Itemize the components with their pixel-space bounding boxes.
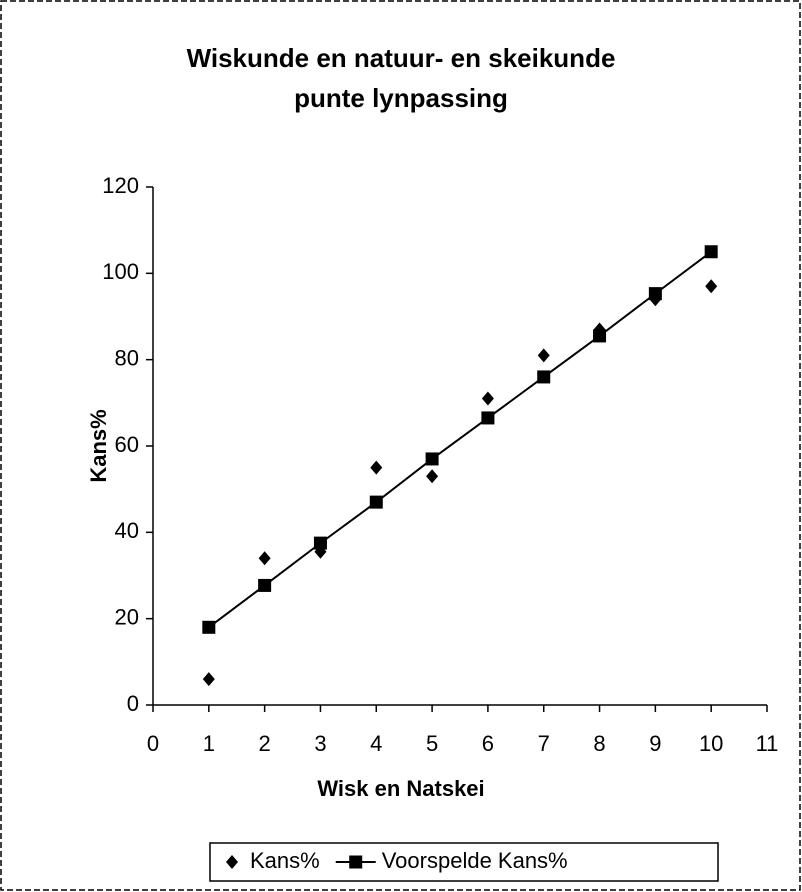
x-tick-label: 7 (538, 731, 550, 756)
point (593, 329, 607, 343)
x-tick-label: 11 (756, 731, 779, 756)
x-tick-label: 0 (147, 731, 159, 756)
point (481, 411, 495, 425)
point (425, 452, 439, 466)
y-tick-label: 100 (102, 259, 139, 284)
chart-title: punte lynpassing (294, 83, 508, 113)
point (258, 551, 271, 566)
series-line (208, 250, 712, 629)
x-tick-label: 8 (593, 731, 605, 756)
point (202, 672, 215, 687)
legend-box (209, 842, 719, 882)
y-tick-label: 20 (115, 604, 139, 629)
x-tick-label: 10 (699, 731, 723, 756)
x-tick-label: 2 (259, 731, 271, 756)
point (370, 460, 383, 475)
x-tick-label: 5 (426, 731, 438, 756)
y-tick-label: 120 (102, 173, 139, 198)
point (202, 620, 216, 634)
point (705, 279, 718, 294)
x-tick-label: 4 (370, 731, 382, 756)
legend-marker (226, 855, 238, 869)
y-axis-title: Kans% (86, 409, 111, 482)
y-tick-label: 0 (127, 691, 139, 716)
point (426, 469, 439, 484)
point (648, 287, 662, 301)
y-tick-label: 80 (115, 345, 139, 370)
point (537, 370, 551, 384)
point (704, 245, 718, 259)
legend-label: Voorspelde Kans% (382, 848, 568, 873)
x-tick-label: 6 (482, 731, 494, 756)
legend-label: Kans% (250, 848, 320, 873)
x-axis-title: Wisk en Natskei (317, 776, 484, 801)
x-tick-label: 3 (314, 731, 326, 756)
point (537, 348, 550, 363)
point (313, 536, 327, 550)
point (258, 578, 272, 592)
x-tick-label: 9 (649, 731, 661, 756)
y-tick-label: 40 (115, 518, 139, 543)
legend-marker (349, 855, 363, 869)
chart-title: Wiskunde en natuur- en skeikunde (187, 43, 616, 73)
point (369, 495, 383, 509)
x-tick-label: 1 (203, 731, 215, 756)
point (481, 391, 494, 406)
y-tick-label: 60 (115, 432, 139, 457)
